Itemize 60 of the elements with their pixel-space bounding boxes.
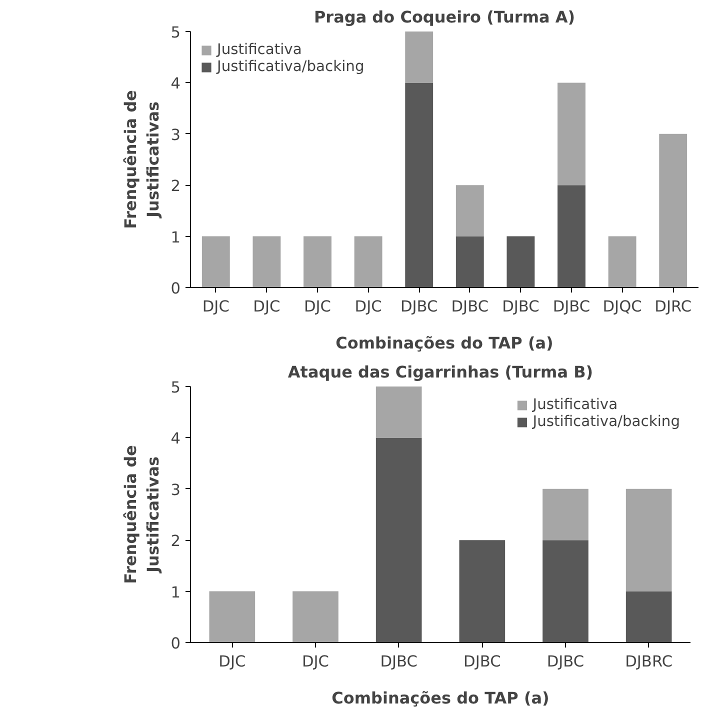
- x-axis-title: Combinações do TAP (a): [336, 334, 554, 352]
- x-tick-label: DJBC: [502, 298, 540, 316]
- bar: [626, 591, 672, 642]
- bar: [506, 236, 535, 288]
- x-tick-label: DJBC: [464, 652, 501, 670]
- y-tick-label: 5: [170, 24, 181, 42]
- x-tick-label: DJC: [218, 652, 246, 670]
- bar: [405, 32, 434, 83]
- legend-label: Justificativa: [217, 41, 302, 58]
- legend-label: Justificativa: [532, 396, 618, 413]
- x-tick-label: DJBC: [546, 652, 584, 670]
- bar: [202, 236, 230, 288]
- x-tick-label: DJBC: [451, 298, 489, 316]
- bar: [376, 438, 422, 642]
- bar: [405, 82, 434, 288]
- x-tick-label: DJC: [304, 298, 332, 316]
- bar: [252, 236, 281, 288]
- legend-label: Justificativa/backing: [217, 58, 364, 75]
- bar: [459, 540, 506, 642]
- y-tick-label: 3: [170, 480, 181, 499]
- bar: [542, 488, 588, 540]
- y-tick-label: 0: [170, 280, 181, 298]
- x-tick-label: DJBC: [400, 298, 438, 316]
- bar: [558, 185, 586, 288]
- bar: [292, 591, 338, 642]
- bar: [354, 236, 382, 288]
- x-tick-label: DJBC: [380, 652, 418, 670]
- bar: [209, 591, 256, 642]
- y-tick-label: 0: [170, 634, 181, 652]
- x-axis-title: Combinações do TAP (a): [332, 688, 550, 708]
- chart-title: Praga do Coqueiro (Turma A): [314, 8, 576, 26]
- y-tick-label: 1: [170, 583, 181, 602]
- y-axis-title: Frenquência de Justificativas: [120, 444, 163, 584]
- x-tick-label: DJC: [302, 652, 330, 670]
- bar: [558, 82, 586, 186]
- y-tick-label: 5: [170, 378, 181, 396]
- x-tick-label: DJC: [202, 298, 230, 316]
- bar: [456, 236, 484, 288]
- y-tick-label: 1: [170, 228, 181, 246]
- y-tick-label: 2: [170, 177, 181, 196]
- bar: [626, 488, 672, 592]
- bar: [608, 236, 636, 288]
- y-tick-label: 4: [170, 74, 181, 93]
- x-tick-label: DJC: [354, 298, 382, 316]
- x-tick-label: DJC: [253, 298, 280, 316]
- y-tick-label: 2: [170, 532, 181, 550]
- x-tick-label: DJRC: [654, 298, 692, 316]
- legend-label: Justificativa/backing: [532, 413, 680, 430]
- bar: [304, 236, 332, 288]
- bar: [456, 185, 484, 236]
- x-tick-label: DJQC: [602, 298, 642, 316]
- x-tick-label: DJBC: [552, 298, 590, 316]
- chart-title: Ataque das Cigarrinhas (Turma B): [288, 362, 594, 382]
- bar: [376, 386, 422, 438]
- y-axis-title: Frenquência de Justificativas: [120, 90, 163, 229]
- bar: [659, 134, 688, 288]
- bar: [542, 540, 588, 642]
- y-tick-label: 3: [170, 126, 181, 144]
- y-tick-label: 4: [170, 430, 181, 448]
- x-tick-label: DJBRC: [625, 652, 673, 670]
